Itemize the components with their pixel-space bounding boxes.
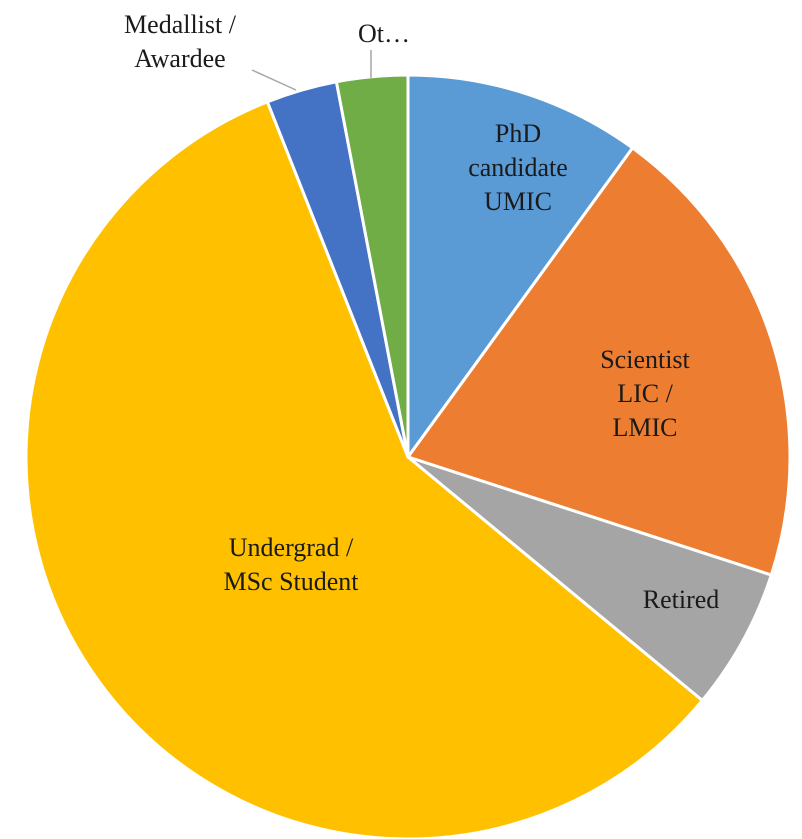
slice-label: Medallist / Awardee [124,10,236,73]
pie-slice [406,455,773,702]
slice-label: Scientist LIC / LMIC [600,345,690,442]
slice-label: Ot… [358,19,410,48]
pie-slice [406,146,792,577]
slice-label: Retired [642,585,720,614]
leader-line [251,69,297,91]
slice-label: PhD candidate UMIC [468,119,568,216]
pie-slice [406,73,635,459]
slice-label: Undergrad / MSc Student [223,533,359,596]
pie-slice [24,100,704,839]
pie-slice [334,73,410,459]
